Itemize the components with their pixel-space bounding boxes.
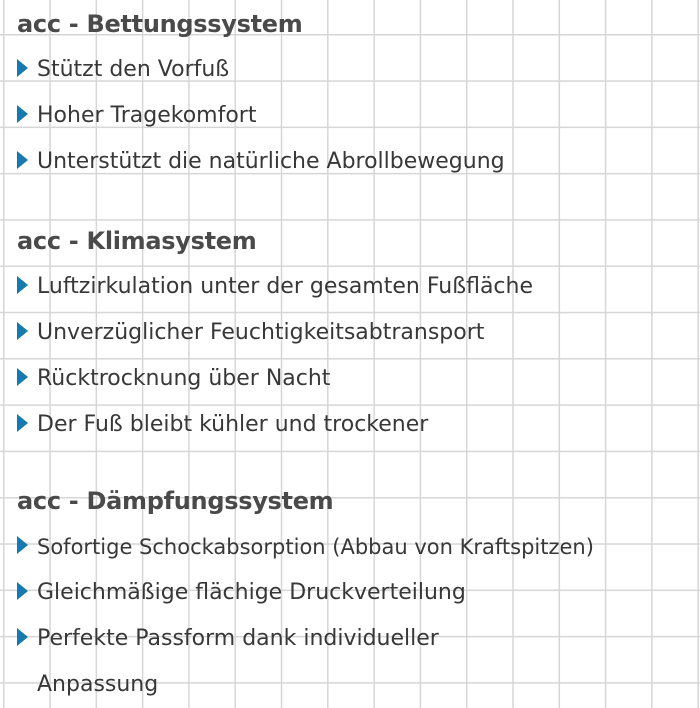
triangle-right-icon	[17, 151, 28, 169]
triangle-right-icon	[17, 276, 28, 294]
list-item: Unterstützt die natürliche Abrollbewegun…	[17, 139, 505, 185]
triangle-right-icon	[17, 322, 28, 340]
section-daempfungssystem: acc - Dämpfungssystem Sofortige Schockab…	[17, 478, 594, 708]
list-item-text: Sofortige Schockabsorption (Abbau von Kr…	[37, 535, 594, 559]
list-item-text: Unterstützt die natürliche Abrollbewegun…	[37, 149, 505, 174]
list-item: Perfekte Passform dank individueller Anp…	[17, 616, 487, 708]
list-item: Rücktrocknung über Nacht	[17, 356, 533, 402]
triangle-right-icon	[17, 414, 28, 432]
list-item: Luftzirkulation unter der gesamten Fußfl…	[17, 264, 533, 310]
section-klimasystem: acc - Klimasystem Luftzirkulation unter …	[17, 218, 533, 448]
list-item: Der Fuß bleibt kühler und trockener	[17, 402, 533, 448]
triangle-right-icon	[17, 105, 28, 123]
section-heading: acc - Klimasystem	[17, 227, 257, 255]
section-heading: acc - Dämpfungssystem	[17, 487, 334, 515]
list-item: Gleichmäßige flächige Druckverteilung	[17, 570, 594, 616]
list-item-text: Gleichmäßige flächige Druckverteilung	[37, 580, 466, 605]
triangle-right-icon	[17, 582, 28, 600]
list-item-text: Perfekte Passform dank individueller Anp…	[37, 626, 439, 697]
list-item: Stützt den Vorfuß	[17, 47, 505, 93]
list-item-text: Hoher Tragekomfort	[37, 103, 257, 128]
list-item-text: Unverzüglicher Feuchtigkeitsabtransport	[37, 320, 485, 345]
list-item: Unverzüglicher Feuchtigkeitsabtransport	[17, 310, 533, 356]
list-item: Sofortige Schockabsorption (Abbau von Kr…	[17, 524, 594, 570]
triangle-right-icon	[17, 368, 28, 386]
list-item-text: Rücktrocknung über Nacht	[37, 366, 331, 391]
list-item: Hoher Tragekomfort	[17, 93, 505, 139]
section-bettungssystem: acc - Bettungssystem Stützt den Vorfuß H…	[17, 1, 505, 185]
triangle-right-icon	[17, 536, 28, 554]
section-heading: acc - Bettungssystem	[17, 10, 303, 38]
triangle-right-icon	[17, 59, 28, 77]
list-item-text: Der Fuß bleibt kühler und trockener	[37, 412, 429, 437]
triangle-right-icon	[17, 628, 28, 646]
list-item-text: Stützt den Vorfuß	[37, 57, 230, 82]
list-item-text: Luftzirkulation unter der gesamten Fußfl…	[37, 274, 533, 299]
